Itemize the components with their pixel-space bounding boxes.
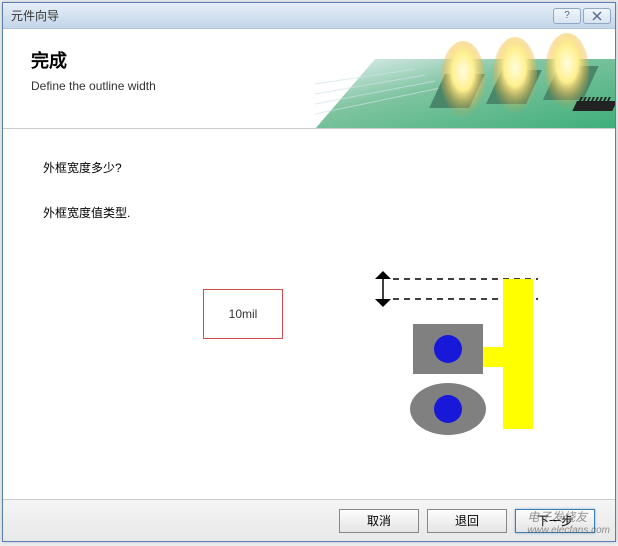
back-button[interactable]: 退回 bbox=[427, 509, 507, 533]
content-area: 外框宽度多少? 外框宽度值类型. 10mil bbox=[3, 129, 615, 499]
outline-width-input[interactable]: 10mil bbox=[203, 289, 283, 339]
wizard-window: 元件向导 ? 完成 Define the outline width bbox=[2, 2, 616, 542]
banner-art-icon bbox=[315, 29, 615, 129]
outline-width-value: 10mil bbox=[229, 307, 258, 321]
close-icon bbox=[592, 11, 602, 21]
header-title: 完成 bbox=[31, 47, 156, 73]
next-button[interactable]: 下一步 bbox=[515, 509, 595, 533]
header-banner: 完成 Define the outline width bbox=[3, 29, 615, 129]
help-button[interactable]: ? bbox=[553, 8, 581, 24]
header-subtitle: Define the outline width bbox=[31, 79, 156, 93]
header-text: 完成 Define the outline width bbox=[31, 47, 156, 93]
cancel-button[interactable]: 取消 bbox=[339, 509, 419, 533]
question-width: 外框宽度多少? bbox=[43, 159, 575, 176]
window-title: 元件向导 bbox=[11, 7, 553, 24]
outline-diagram-icon bbox=[353, 269, 553, 449]
titlebar: 元件向导 ? bbox=[3, 3, 615, 29]
button-bar: 取消 退回 下一步 bbox=[3, 499, 615, 541]
question-type: 外框宽度值类型. bbox=[43, 204, 575, 221]
close-button[interactable] bbox=[583, 8, 611, 24]
titlebar-buttons: ? bbox=[553, 8, 611, 24]
